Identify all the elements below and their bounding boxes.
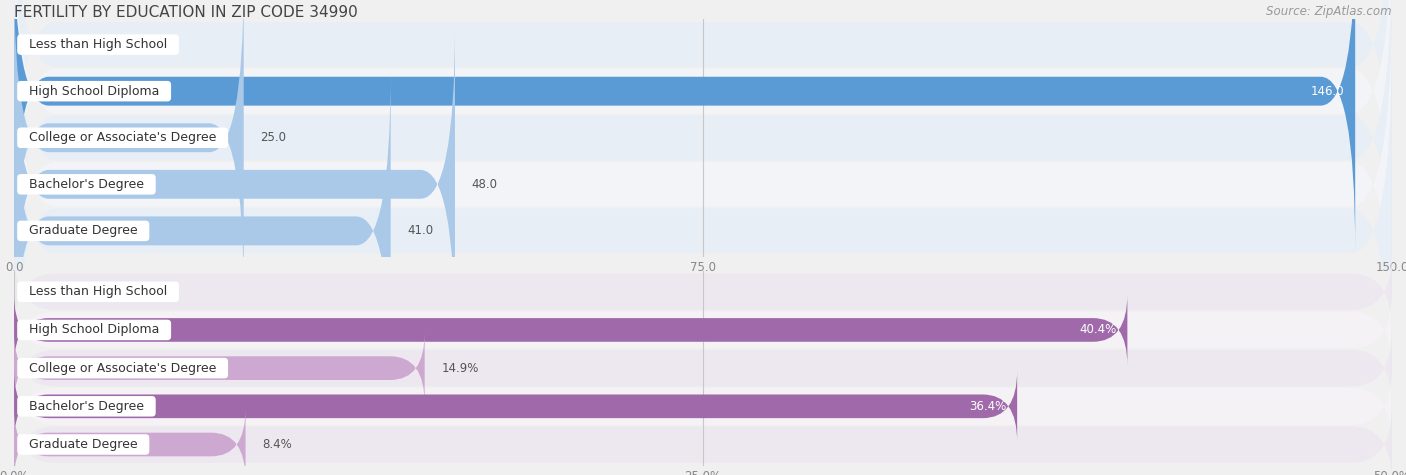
Text: 146.0: 146.0 — [1310, 85, 1344, 98]
FancyBboxPatch shape — [14, 0, 1392, 371]
Text: 36.4%: 36.4% — [969, 400, 1007, 413]
Text: 48.0: 48.0 — [471, 178, 498, 191]
FancyBboxPatch shape — [14, 253, 1392, 331]
FancyBboxPatch shape — [14, 329, 1392, 407]
Text: Bachelor's Degree: Bachelor's Degree — [21, 400, 152, 413]
Text: FERTILITY BY EDUCATION IN ZIP CODE 34990: FERTILITY BY EDUCATION IN ZIP CODE 34990 — [14, 5, 357, 20]
FancyBboxPatch shape — [14, 370, 1017, 442]
Text: High School Diploma: High School Diploma — [21, 323, 167, 336]
FancyBboxPatch shape — [14, 367, 1392, 445]
Text: 25.0: 25.0 — [260, 131, 287, 144]
FancyBboxPatch shape — [14, 24, 456, 344]
Text: 0.0: 0.0 — [35, 38, 53, 51]
Text: Graduate Degree: Graduate Degree — [21, 438, 146, 451]
Text: Bachelor's Degree: Bachelor's Degree — [21, 178, 152, 191]
Text: High School Diploma: High School Diploma — [21, 85, 167, 98]
Text: 40.4%: 40.4% — [1080, 323, 1116, 336]
Text: 14.9%: 14.9% — [441, 361, 478, 375]
Text: College or Associate's Degree: College or Associate's Degree — [21, 131, 225, 144]
FancyBboxPatch shape — [14, 0, 1392, 278]
Text: Graduate Degree: Graduate Degree — [21, 224, 146, 238]
Text: 8.4%: 8.4% — [262, 438, 292, 451]
FancyBboxPatch shape — [14, 0, 243, 298]
Text: Less than High School: Less than High School — [21, 285, 176, 298]
FancyBboxPatch shape — [14, 71, 391, 391]
Text: College or Associate's Degree: College or Associate's Degree — [21, 361, 225, 375]
FancyBboxPatch shape — [14, 0, 1355, 251]
Text: 0.0%: 0.0% — [35, 285, 65, 298]
FancyBboxPatch shape — [14, 332, 425, 404]
FancyBboxPatch shape — [14, 44, 1392, 418]
Text: Less than High School: Less than High School — [21, 38, 176, 51]
FancyBboxPatch shape — [14, 406, 1392, 475]
FancyBboxPatch shape — [14, 408, 246, 475]
Text: 41.0: 41.0 — [408, 224, 433, 238]
FancyBboxPatch shape — [14, 0, 1392, 325]
Text: Source: ZipAtlas.com: Source: ZipAtlas.com — [1267, 5, 1392, 18]
FancyBboxPatch shape — [14, 291, 1392, 369]
FancyBboxPatch shape — [14, 294, 1128, 366]
FancyBboxPatch shape — [14, 0, 1392, 232]
